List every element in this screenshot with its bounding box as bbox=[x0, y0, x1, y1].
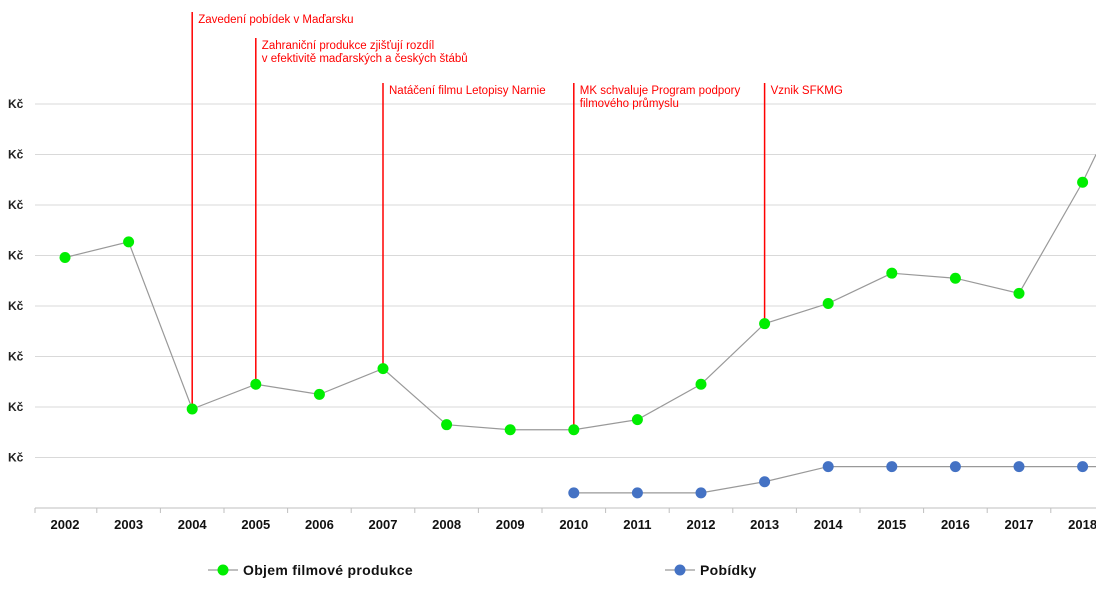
x-tick-label: 2018 bbox=[1068, 517, 1096, 532]
data-point bbox=[759, 476, 771, 488]
x-tick-label: 2012 bbox=[687, 517, 716, 532]
y-tick-label: Kč bbox=[8, 451, 24, 465]
x-tick-label: 2017 bbox=[1005, 517, 1034, 532]
data-point bbox=[695, 487, 707, 499]
x-tick-label: 2002 bbox=[51, 517, 80, 532]
x-tick-label: 2016 bbox=[941, 517, 970, 532]
data-point bbox=[631, 487, 643, 499]
x-tick-label: 2009 bbox=[496, 517, 525, 532]
data-point bbox=[59, 252, 71, 264]
data-point bbox=[1013, 461, 1025, 473]
annotation-label: Vznik SFKMG bbox=[771, 85, 843, 97]
x-tick-label: 2013 bbox=[750, 517, 779, 532]
y-tick-label: Kč bbox=[8, 198, 24, 212]
x-tick-label: 2010 bbox=[559, 517, 588, 532]
y-tick-label: Kč bbox=[8, 299, 24, 313]
x-tick-label: 2007 bbox=[369, 517, 398, 532]
x-tick-label: 2003 bbox=[114, 517, 143, 532]
data-point bbox=[886, 461, 898, 473]
series bbox=[59, 154, 1096, 499]
data-point bbox=[568, 487, 580, 499]
y-tick-label: Kč bbox=[8, 148, 24, 162]
legend-label: Objem filmové produkce bbox=[243, 562, 413, 578]
annotation-label: filmového průmyslu bbox=[580, 98, 679, 110]
data-point bbox=[631, 414, 643, 426]
annotation-label: Zavedení pobídek v Maďarsku bbox=[198, 14, 353, 26]
gridlines bbox=[34, 103, 1096, 513]
data-point bbox=[759, 318, 771, 330]
x-tick-label: 2011 bbox=[623, 517, 651, 532]
y-tick-label: Kč bbox=[8, 350, 24, 364]
legend: Objem filmové produkce Pobídky bbox=[208, 562, 757, 578]
data-point bbox=[313, 388, 325, 400]
x-tick-label: 2008 bbox=[432, 517, 461, 532]
annotation-label: MK schvaluje Program podpory bbox=[580, 85, 741, 97]
data-point bbox=[695, 378, 707, 390]
annotation-label: Zahraniční produkce zjišťují rozdíl bbox=[262, 40, 434, 52]
data-point bbox=[1077, 461, 1089, 473]
data-point bbox=[441, 419, 453, 431]
x-tick-label: 2004 bbox=[178, 517, 208, 532]
y-tick-label: Kč bbox=[8, 249, 24, 263]
data-point bbox=[504, 424, 516, 436]
series-line bbox=[64, 154, 1096, 431]
data-point bbox=[822, 297, 834, 309]
y-tick-label: Kč bbox=[8, 97, 24, 111]
data-point bbox=[822, 461, 834, 473]
data-point bbox=[123, 236, 135, 248]
data-point bbox=[568, 424, 580, 436]
data-point bbox=[250, 378, 262, 390]
y-tick-label: Kč bbox=[8, 400, 24, 414]
annotations: Zavedení pobídek v Maďarsku Zahraniční pr… bbox=[191, 12, 843, 430]
x-tick-label: 2014 bbox=[814, 517, 844, 532]
data-point bbox=[377, 363, 389, 375]
annotation-label: v efektivitě maďarských a českých štábů bbox=[262, 53, 468, 65]
data-point bbox=[1013, 287, 1025, 299]
x-tick-label: 2015 bbox=[877, 517, 906, 532]
legend-marker bbox=[217, 564, 229, 576]
x-axis-tick-labels: 2002 2003 2004 2005 2006 2007 2008 2009 2010 2011… bbox=[51, 517, 1096, 532]
data-point bbox=[186, 403, 198, 415]
data-point bbox=[949, 461, 961, 473]
annotation-label: Natáčení filmu Letopisy Narnie bbox=[389, 85, 546, 97]
data-point bbox=[886, 267, 898, 279]
y-axis-tick-labels: Kč Kč Kč Kč Kč Kč Kč Kč bbox=[8, 97, 24, 465]
data-point bbox=[1077, 176, 1089, 188]
x-tick-label: 2006 bbox=[305, 517, 334, 532]
legend-marker bbox=[674, 564, 686, 576]
data-point bbox=[949, 272, 961, 284]
legend-label: Pobídky bbox=[700, 562, 757, 578]
series-line bbox=[573, 465, 1096, 494]
x-tick-label: 2005 bbox=[241, 517, 270, 532]
